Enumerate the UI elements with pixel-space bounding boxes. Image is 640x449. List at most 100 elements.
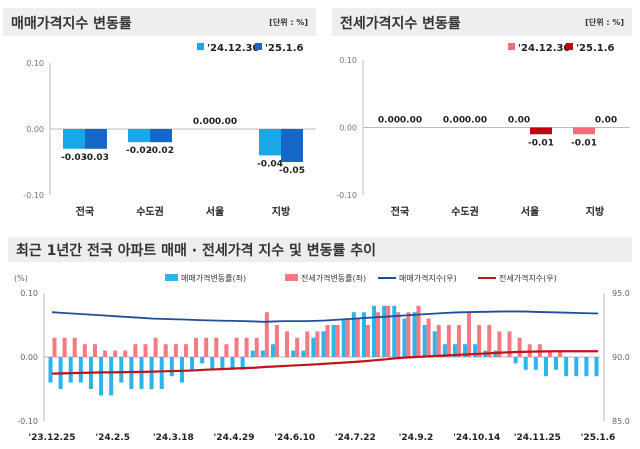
- sale-change-bar: [301, 350, 306, 357]
- bar: [259, 129, 281, 156]
- sale-change-bar: [382, 305, 387, 357]
- jeonse-change-bar: [355, 318, 360, 357]
- legend-label: 전세가격변동률(좌): [301, 273, 366, 283]
- sale-change-bar: [321, 331, 326, 357]
- data-label: -0.02: [148, 146, 174, 156]
- data-label: 0.00: [400, 116, 422, 126]
- sale-change-bar: [351, 312, 356, 357]
- jeonse-change-bar: [446, 325, 451, 357]
- sale-change-bar: [68, 357, 73, 383]
- y-tick-label: 0.00: [339, 124, 357, 133]
- sale-change-bar: [311, 337, 316, 357]
- legend-label: '24.12.30: [518, 43, 570, 54]
- jeonse-change-bar: [386, 305, 391, 357]
- sale-panel-unit: [단위 : %]: [269, 18, 308, 27]
- jeonse-change-bar: [244, 337, 249, 357]
- data-label: 0.00: [443, 116, 465, 126]
- x-tick-label: 지방: [272, 205, 291, 218]
- sale-change-bar: [341, 318, 346, 357]
- x-tick-label: '24.10.14: [453, 433, 500, 443]
- jeonse-change-bar: [345, 318, 350, 357]
- sale-change-bar: [533, 357, 538, 370]
- bar: [530, 127, 552, 135]
- bar: [573, 127, 595, 135]
- jeonse-change-bar: [173, 344, 178, 357]
- jeonse-change-bar: [194, 337, 199, 357]
- jeonse-change-bar: [72, 337, 77, 357]
- x-tick-label: '24.4.29: [214, 433, 255, 443]
- sale-change-bar: [48, 357, 53, 383]
- legend-label: '25.1.6: [265, 43, 304, 54]
- sale-change-bar: [564, 357, 569, 377]
- jeonse-change-bar: [62, 337, 67, 357]
- x-tick-label: '25.1.6: [581, 433, 616, 443]
- legend-swatch: [197, 43, 204, 50]
- sale-change-bar: [109, 357, 114, 396]
- sale-change-bar: [422, 325, 427, 357]
- y-axis-unit: (%): [14, 274, 28, 283]
- x-tick-label: '24.9.2: [399, 433, 434, 443]
- sale-change-bar: [392, 305, 397, 357]
- jeonse-change-bar: [456, 325, 461, 357]
- bar: [128, 129, 150, 143]
- jeonse-panel-title: 전세가격지수 변동률: [340, 16, 461, 32]
- jeonse-panel-header: 전세가격지수 변동률 [단위 : %]: [332, 8, 632, 36]
- y-tick-label: 0.10: [339, 56, 357, 65]
- sale-change-bar: [513, 357, 518, 364]
- jeonse-change-bar: [426, 318, 431, 357]
- jeonse-change-bar: [487, 325, 492, 357]
- sale-change-bar: [210, 357, 215, 370]
- sale-change-bar: [78, 357, 83, 383]
- legend-label: '24.12.30: [207, 43, 259, 54]
- jeonse-change-bar: [436, 325, 441, 357]
- data-label: 0.00: [508, 116, 530, 126]
- data-label: -0.03: [83, 153, 109, 163]
- jeonse-index-line: [51, 350, 598, 375]
- data-label: 0.00: [215, 117, 237, 127]
- sale-index-line: [51, 310, 599, 323]
- sale-change-bar: [331, 325, 336, 357]
- trend-panel-header: 최근 1년간 전국 아파트 매매 · 전세가격 지수 및 변동률 추이: [8, 237, 632, 262]
- sale-change-bar: [473, 344, 478, 357]
- jeonse-change-bar: [52, 337, 57, 357]
- jeonse-change-bar: [274, 325, 279, 357]
- data-label: 0.00: [193, 117, 215, 127]
- legend-swatch: [165, 274, 178, 281]
- data-label: -0.01: [571, 138, 597, 148]
- y-tick-label: 0.00: [26, 125, 44, 134]
- x-tick-label: 지방: [586, 205, 605, 218]
- legend-label: 전세가격지수(우): [499, 273, 557, 283]
- jeonse-change-bar: [396, 312, 401, 357]
- sale-change-bar: [594, 357, 599, 377]
- sale-change-bar: [99, 357, 104, 396]
- y-tick-label: -0.10: [336, 191, 357, 200]
- jeonse-change-bar: [264, 312, 269, 357]
- sale-change-bar: [270, 344, 275, 357]
- jeonse-change-bar: [163, 344, 168, 357]
- sale-change-bar: [250, 350, 255, 357]
- data-label: -0.04: [257, 159, 283, 169]
- sale-change-bar: [554, 357, 559, 370]
- jeonse-change-bar: [103, 350, 108, 357]
- sale-change-bar: [190, 357, 195, 370]
- left-tick-label: -0.10: [17, 417, 38, 426]
- jeonse-change-bar: [416, 305, 421, 357]
- jeonse-change-bar: [305, 331, 310, 357]
- sale-change-bar: [543, 357, 548, 377]
- sale-change-bar: [442, 344, 447, 357]
- data-label: 0.00: [465, 116, 487, 126]
- bar: [85, 129, 107, 149]
- bar: [63, 129, 85, 149]
- jeonse-change-bar: [224, 344, 229, 357]
- jeonse-change-bar: [234, 337, 239, 357]
- jeonse-change-bar: [467, 312, 472, 357]
- jeonse-panel-unit: [단위 : %]: [585, 18, 624, 27]
- jeonse-change-bar: [558, 350, 563, 357]
- jeonse-change-bar: [507, 331, 512, 357]
- sale-change-bar: [361, 312, 366, 357]
- jeonse-change-bar: [92, 344, 97, 357]
- x-tick-label: '24.6.10: [274, 433, 315, 443]
- legend-swatch: [255, 43, 262, 50]
- jeonse-change-bar: [82, 344, 87, 357]
